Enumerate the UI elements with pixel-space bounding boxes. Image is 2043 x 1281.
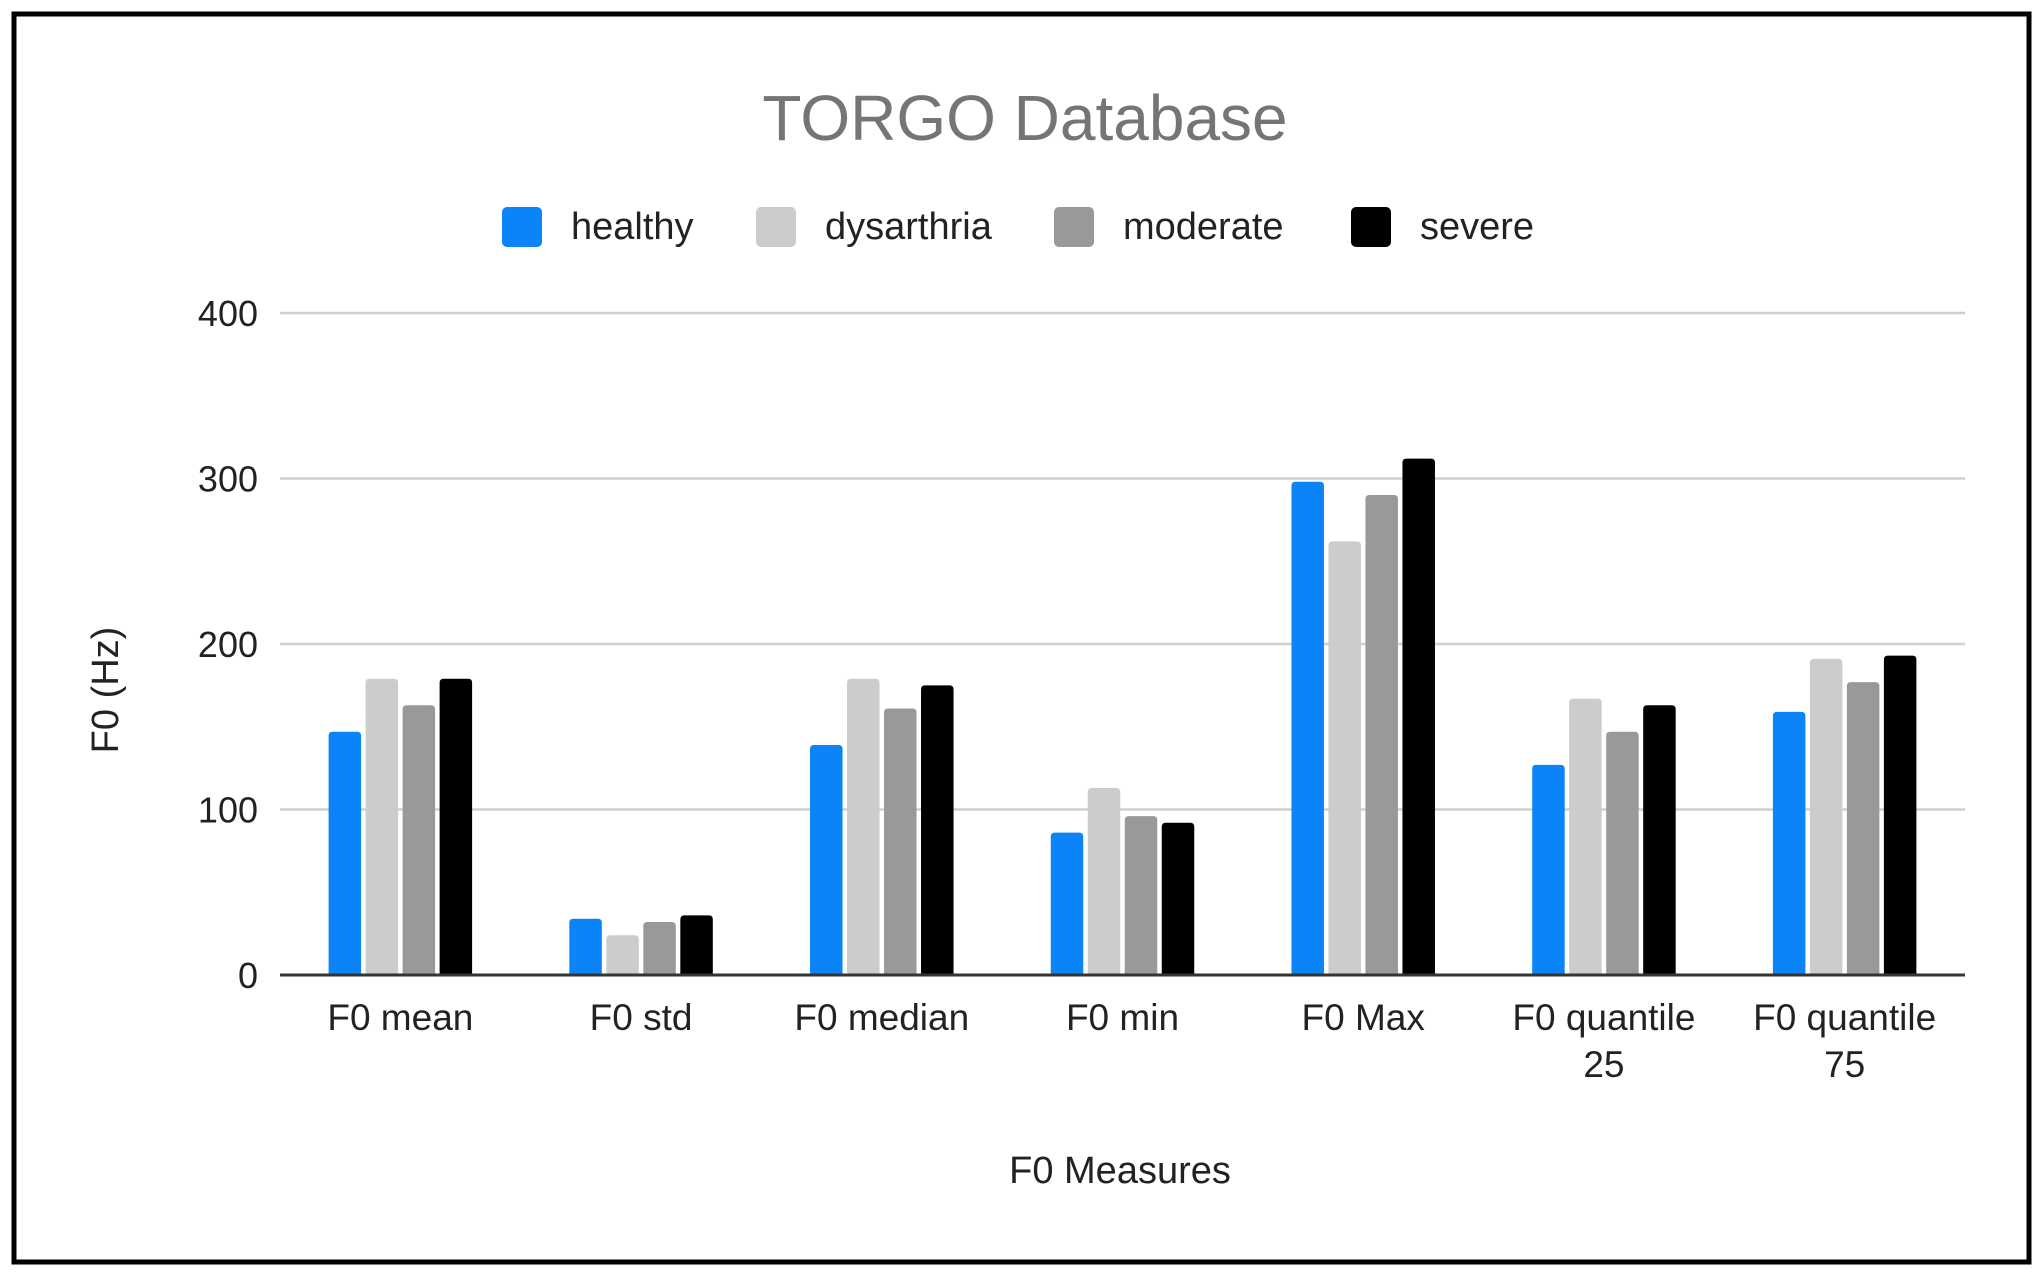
x-axis-label: F0 Measures [1009, 1150, 1231, 1192]
y-tick-label: 0 [238, 955, 258, 996]
x-axis-ticks: F0 mean F0 std F0 median F0 min F0 Max F0 qua… [327, 997, 1936, 1085]
legend-item-severe: severe [1351, 206, 1534, 248]
bar-healthy [810, 744, 843, 975]
bars [328, 458, 1917, 975]
bar-dysarthria [365, 678, 399, 975]
bar-severe [1883, 655, 1917, 975]
bar-moderate [1846, 682, 1880, 975]
chart-border [11, 11, 2032, 1265]
legend-swatch [756, 207, 796, 247]
legend: healthy dysarthria moderate severe [502, 206, 1534, 248]
bar-severe [439, 678, 473, 975]
x-tick-label: F0 Max [1302, 997, 1426, 1038]
bar-dysarthria [1569, 698, 1602, 975]
legend-item-moderate: moderate [1054, 206, 1284, 248]
x-tick-label: F0 median [794, 997, 969, 1038]
x-tick-label: F0 std [590, 997, 693, 1038]
bar-moderate [1606, 731, 1639, 975]
x-tick-label: F0 quantile [1753, 997, 1936, 1038]
y-tick-label: 300 [198, 459, 258, 500]
bar-dysarthria [1809, 658, 1843, 975]
bar-severe [1402, 458, 1435, 975]
y-axis-label: F0 (Hz) [85, 627, 127, 754]
legend-swatch [1054, 207, 1094, 247]
y-tick-label: 200 [198, 624, 258, 665]
bar-severe [1161, 822, 1195, 975]
legend-swatch [502, 207, 542, 247]
bar-moderate [1365, 495, 1398, 975]
legend-label: healthy [571, 206, 694, 248]
legend-label: severe [1420, 206, 1534, 248]
bar-dysarthria [1087, 787, 1121, 975]
bar-severe [1643, 705, 1676, 975]
bar-dysarthria [847, 678, 880, 975]
bar-severe [921, 685, 954, 975]
bar-healthy [1050, 832, 1084, 975]
x-tick-label: F0 quantile [1512, 997, 1695, 1038]
x-tick-label: 25 [1583, 1044, 1624, 1085]
legend-item-dysarthria: dysarthria [756, 206, 993, 248]
legend-swatch [1351, 207, 1391, 247]
x-tick-label: F0 min [1066, 997, 1179, 1038]
legend-label: moderate [1123, 206, 1284, 248]
bar-healthy [1532, 764, 1565, 975]
bar-healthy [328, 731, 362, 975]
bar-healthy [1772, 711, 1806, 975]
bar-severe [680, 915, 713, 975]
y-axis-ticks: 0 100 200 300 400 [198, 293, 258, 996]
bar-dysarthria [1328, 541, 1361, 975]
chart-title: TORGO Database [762, 82, 1287, 154]
bar-moderate [643, 922, 676, 975]
gridlines [280, 311, 1965, 811]
x-tick-label: F0 mean [327, 997, 473, 1038]
bar-healthy [569, 918, 602, 975]
y-tick-label: 400 [198, 293, 258, 334]
legend-label: dysarthria [825, 206, 993, 248]
bar-healthy [1291, 481, 1324, 975]
bar-moderate [884, 708, 917, 975]
bar-moderate [1124, 816, 1158, 975]
y-tick-label: 100 [198, 790, 258, 831]
bar-dysarthria [606, 935, 639, 975]
legend-item-healthy: healthy [502, 206, 694, 248]
bar-moderate [402, 705, 436, 975]
x-tick-label: 75 [1824, 1044, 1865, 1085]
